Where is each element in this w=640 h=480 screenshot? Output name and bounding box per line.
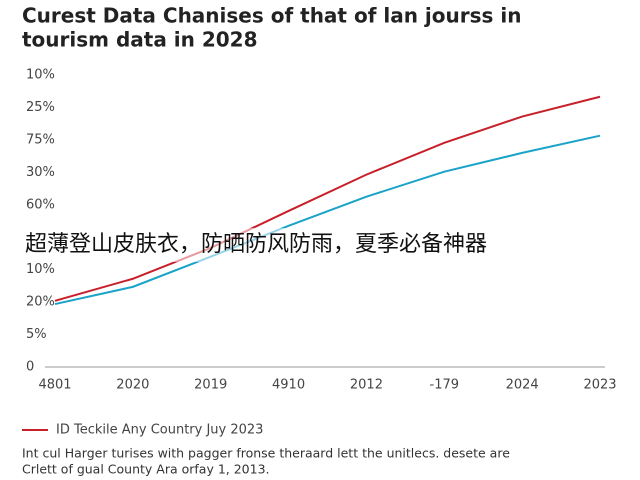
x-tick-label: 2020: [116, 378, 149, 393]
y-tick-label: 5%: [26, 327, 47, 342]
overlay-background: [20, 228, 620, 262]
y-tick-label: 10%: [26, 262, 55, 277]
y-tick-label: 75%: [26, 132, 55, 147]
chart-title: Curest Data Chanises of that of lan jour…: [22, 4, 521, 28]
x-tick-label: 2019: [194, 378, 227, 393]
data-line: [54, 95, 601, 302]
y-tick-label: 20%: [26, 295, 55, 310]
x-tick-label: 2024: [506, 378, 539, 393]
footnote: Crlett of gual County Ara orfay 1, 2013.: [22, 462, 270, 477]
y-tick-label: 25%: [26, 100, 55, 115]
legend-label: ID Teckile Any Country Juy 2023: [56, 423, 263, 438]
x-tick-label: 4910: [272, 378, 305, 393]
y-tick-label: 10%: [26, 68, 55, 83]
chart-title: tourism data in 2028: [22, 28, 258, 52]
x-tick-label: 4801: [38, 378, 71, 393]
data-line: [54, 134, 601, 306]
footnote: Int cul Harger turises with pagger frons…: [22, 446, 510, 461]
y-tick-label: 60%: [26, 197, 55, 212]
x-tick-label: 2023: [583, 378, 616, 393]
y-tick-label: 0: [26, 360, 34, 375]
overlay-text: 超薄登山皮肤衣，防晒防风防雨，夏季必备神器: [25, 232, 487, 257]
x-tick-label: 2012: [350, 378, 383, 393]
y-tick-label: 30%: [26, 165, 55, 180]
x-tick-label: -179: [430, 378, 460, 393]
